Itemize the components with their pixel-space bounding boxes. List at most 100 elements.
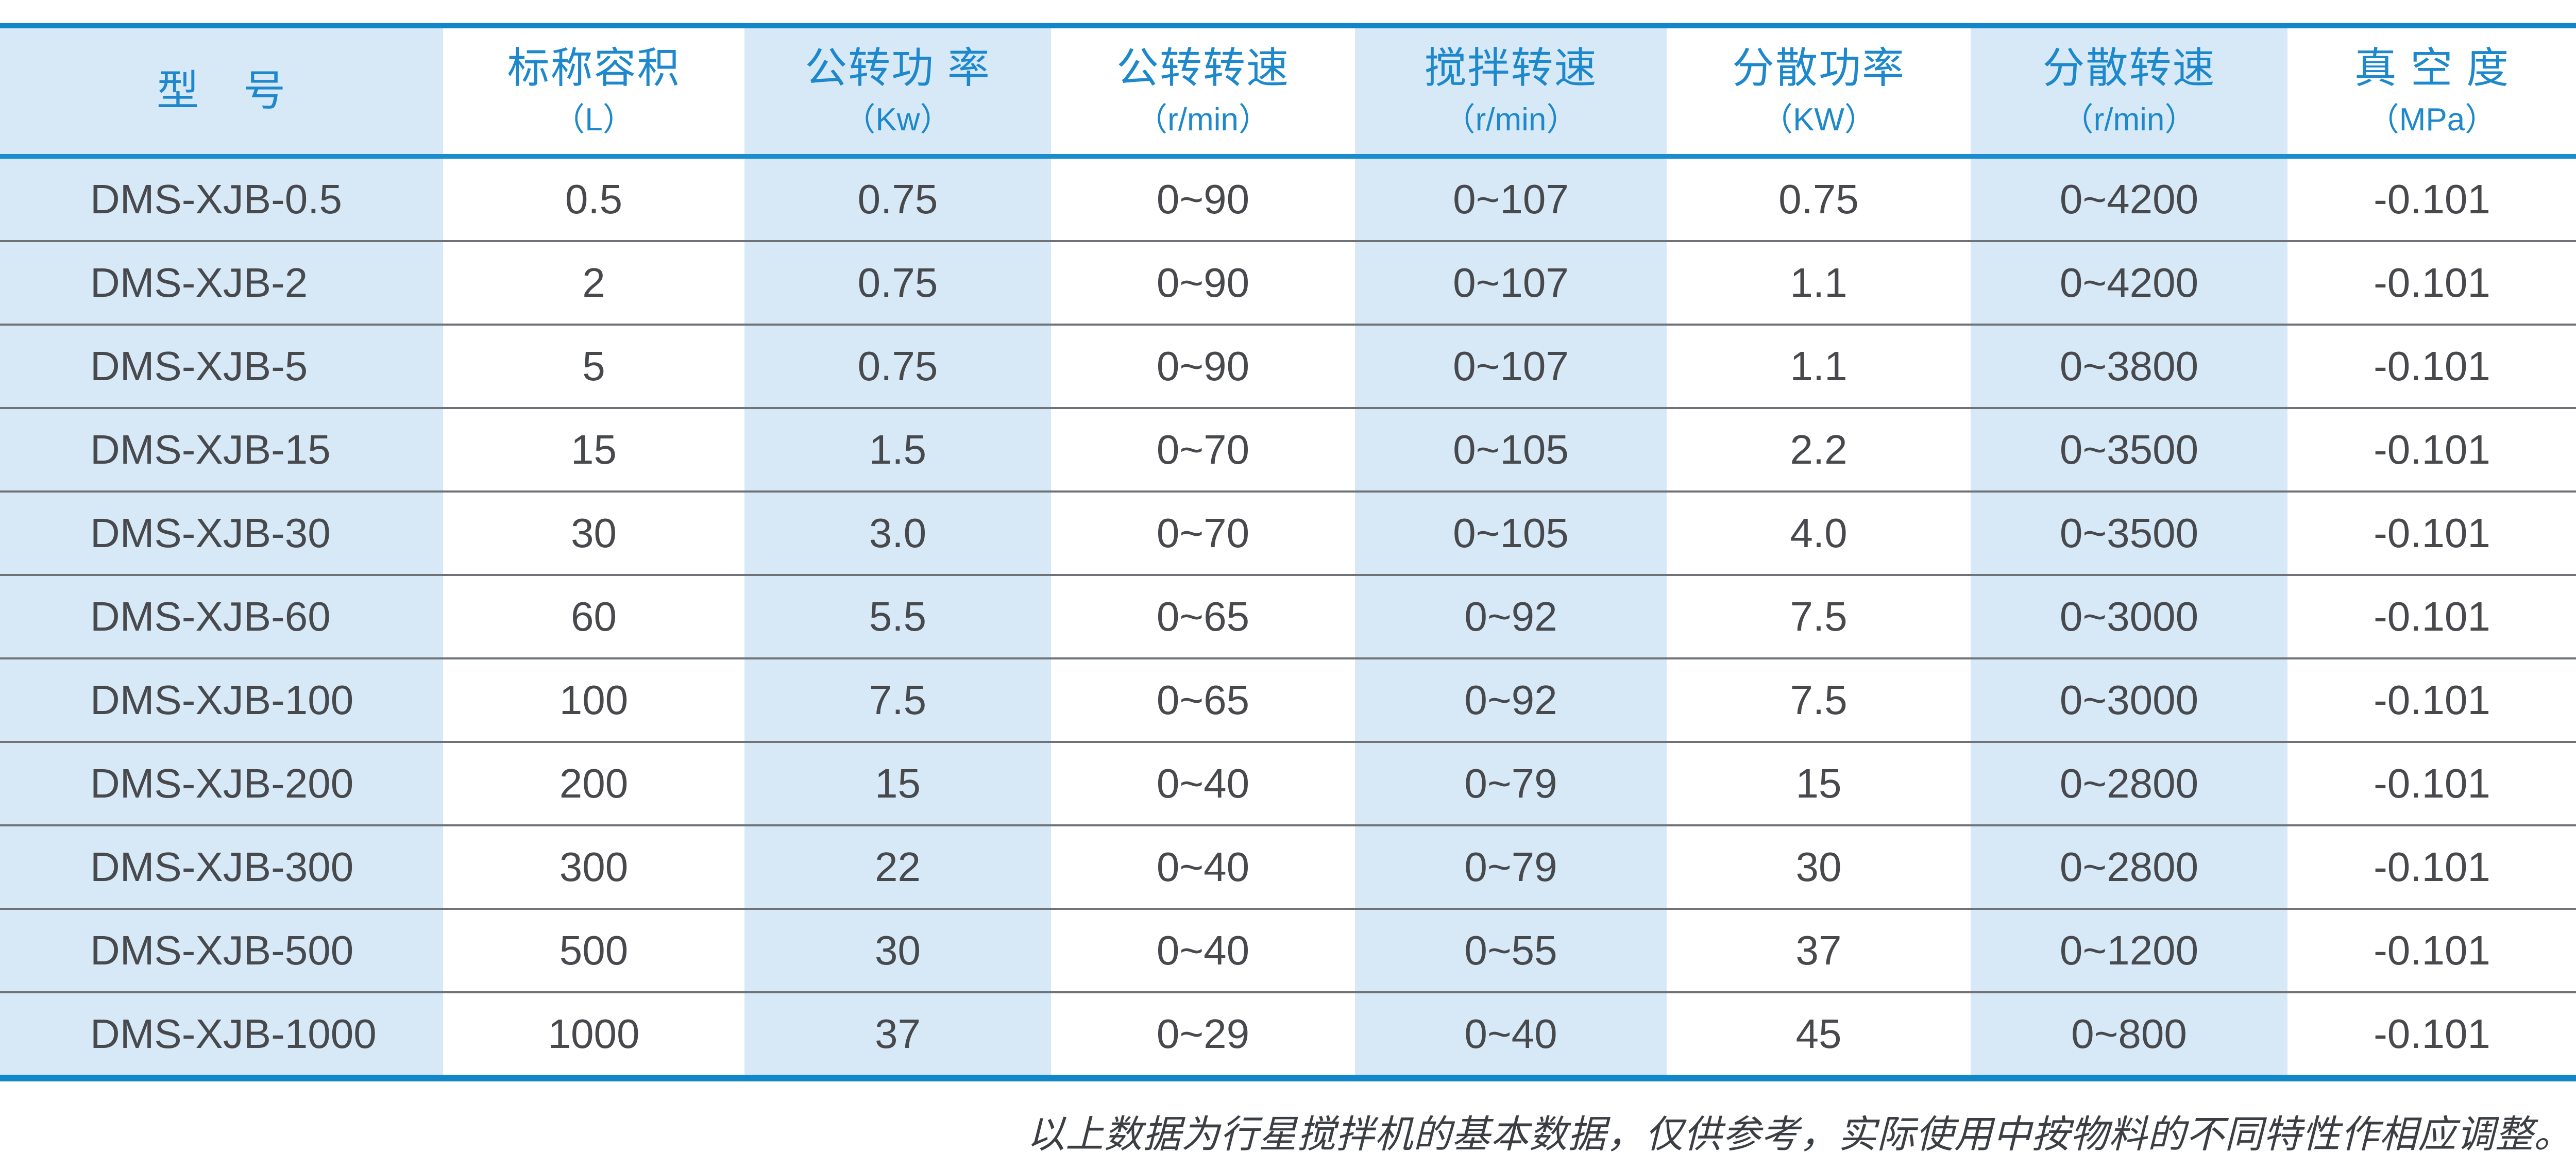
- column-header-label: 公转功 率: [805, 44, 991, 92]
- value-cell: 0~1200: [1971, 908, 2287, 991]
- column-header-label: 标称容积: [507, 44, 681, 92]
- column-header-label: 分散转速: [2042, 44, 2216, 92]
- model-cell: DMS-XJB-1000: [0, 991, 443, 1075]
- value-cell: 0~90: [1051, 159, 1355, 240]
- value-cell: 0.75: [744, 240, 1051, 324]
- value-cell: -0.101: [2287, 490, 2576, 574]
- spec-table-body: DMS-XJB-0.5 0.5 0.75 0~90 0~107 0.75 0~4200 -0.…: [0, 159, 2576, 1075]
- value-cell: 0~70: [1051, 490, 1355, 574]
- column-header-unit: （r/min）: [1443, 101, 1579, 138]
- column-header-label: 公转转速: [1116, 44, 1290, 92]
- value-cell: 30: [1667, 824, 1971, 908]
- value-cell: -0.101: [2287, 657, 2576, 741]
- table-row-DMS-XJB-200: DMS-XJB-200 200 15 0~40 0~79 15 0~2800 -0.101: [0, 741, 2576, 824]
- value-cell: 500: [443, 908, 744, 991]
- value-cell: -0.101: [2287, 574, 2576, 657]
- column-header-4: 搅拌转速 （r/min）: [1355, 28, 1667, 159]
- value-cell: 0~65: [1051, 574, 1355, 657]
- model-cell: DMS-XJB-5: [0, 324, 443, 407]
- model-cell: DMS-XJB-15: [0, 407, 443, 490]
- value-cell: 0.75: [1667, 159, 1971, 240]
- value-cell: 1000: [443, 991, 744, 1075]
- value-cell: 200: [443, 741, 744, 824]
- value-cell: 0~105: [1355, 407, 1667, 490]
- value-cell: 0.75: [744, 324, 1051, 407]
- value-cell: 0~40: [1051, 824, 1355, 908]
- model-cell: DMS-XJB-300: [0, 824, 443, 908]
- value-cell: 15: [744, 741, 1051, 824]
- column-header-label: 搅拌转速: [1424, 44, 1598, 92]
- table-row-DMS-XJB-15: DMS-XJB-15 15 1.5 0~70 0~105 2.2 0~3500 -0.101: [0, 407, 2576, 490]
- column-header-unit: （Kw）: [843, 101, 952, 138]
- column-header-2: 公转功 率 （Kw）: [744, 28, 1051, 159]
- table-row-DMS-XJB-30: DMS-XJB-30 30 3.0 0~70 0~105 4.0 0~3500 -0.101: [0, 490, 2576, 574]
- value-cell: 0~79: [1355, 824, 1667, 908]
- table-row-DMS-XJB-500: DMS-XJB-500 500 30 0~40 0~55 37 0~1200 -0.101: [0, 908, 2576, 991]
- value-cell: -0.101: [2287, 159, 2576, 240]
- model-cell: DMS-XJB-200: [0, 741, 443, 824]
- column-header-5: 分散功率 （KW）: [1667, 28, 1971, 159]
- value-cell: 0~40: [1051, 908, 1355, 991]
- value-cell: 0~4200: [1971, 240, 2287, 324]
- value-cell: 0~65: [1051, 657, 1355, 741]
- value-cell: 0~800: [1971, 991, 2287, 1075]
- value-cell: 5.5: [744, 574, 1051, 657]
- column-header-label: 型 号: [156, 67, 286, 115]
- column-header-6: 分散转速 （r/min）: [1971, 28, 2287, 159]
- value-cell: 37: [1667, 908, 1971, 991]
- value-cell: 2: [443, 240, 744, 324]
- column-header-unit: （MPa）: [2367, 101, 2497, 138]
- value-cell: 0~90: [1051, 240, 1355, 324]
- value-cell: 0~107: [1355, 159, 1667, 240]
- value-cell: 0~3500: [1971, 407, 2287, 490]
- table-row-DMS-XJB-2: DMS-XJB-2 2 0.75 0~90 0~107 1.1 0~4200 -0.101: [0, 240, 2576, 324]
- value-cell: 0~90: [1051, 324, 1355, 407]
- header-row: 型 号 标称容积 （L） 公转功 率 （Kw） 公转转速 （r/min） 搅拌转速 （r/min…: [0, 28, 2576, 159]
- table-row-DMS-XJB-100: DMS-XJB-100 100 7.5 0~65 0~92 7.5 0~3000 -0.101: [0, 657, 2576, 741]
- value-cell: -0.101: [2287, 240, 2576, 324]
- value-cell: 0.75: [744, 159, 1051, 240]
- column-header-label: 真 空 度: [2354, 44, 2510, 92]
- value-cell: 1.1: [1667, 324, 1971, 407]
- value-cell: 0~2800: [1971, 741, 2287, 824]
- value-cell: 300: [443, 824, 744, 908]
- value-cell: 0~40: [1355, 991, 1667, 1075]
- value-cell: 15: [1667, 741, 1971, 824]
- model-cell: DMS-XJB-0.5: [0, 159, 443, 240]
- value-cell: 0~107: [1355, 324, 1667, 407]
- table-row-DMS-XJB-1000: DMS-XJB-1000 1000 37 0~29 0~40 45 0~800 -0.101: [0, 991, 2576, 1075]
- value-cell: 0~2800: [1971, 824, 2287, 908]
- value-cell: 4.0: [1667, 490, 1971, 574]
- value-cell: 30: [744, 908, 1051, 991]
- table-row-DMS-XJB-60: DMS-XJB-60 60 5.5 0~65 0~92 7.5 0~3000 -0.101: [0, 574, 2576, 657]
- value-cell: -0.101: [2287, 824, 2576, 908]
- column-header-unit: （r/min）: [1136, 101, 1270, 138]
- column-header-3: 公转转速 （r/min）: [1051, 28, 1355, 159]
- value-cell: -0.101: [2287, 908, 2576, 991]
- value-cell: 0~3000: [1971, 574, 2287, 657]
- model-cell: DMS-XJB-100: [0, 657, 443, 741]
- column-header-unit: （KW）: [1761, 101, 1876, 138]
- value-cell: 1.1: [1667, 240, 1971, 324]
- column-header-0: 型 号: [0, 28, 443, 159]
- model-cell: DMS-XJB-60: [0, 574, 443, 657]
- value-cell: 0~92: [1355, 657, 1667, 741]
- value-cell: 2.2: [1667, 407, 1971, 490]
- model-cell: DMS-XJB-30: [0, 490, 443, 574]
- value-cell: 0~3500: [1971, 490, 2287, 574]
- value-cell: 0~70: [1051, 407, 1355, 490]
- value-cell: 0~105: [1355, 490, 1667, 574]
- value-cell: 0~40: [1051, 741, 1355, 824]
- value-cell: 0~3800: [1971, 324, 2287, 407]
- value-cell: 7.5: [1667, 657, 1971, 741]
- value-cell: -0.101: [2287, 407, 2576, 490]
- column-header-1: 标称容积 （L）: [443, 28, 744, 159]
- value-cell: 0~79: [1355, 741, 1667, 824]
- value-cell: 3.0: [744, 490, 1051, 574]
- column-header-label: 分散功率: [1732, 44, 1905, 92]
- value-cell: 100: [443, 657, 744, 741]
- table-row-DMS-XJB-0.5: DMS-XJB-0.5 0.5 0.75 0~90 0~107 0.75 0~4200 -0.…: [0, 159, 2576, 240]
- column-header-unit: （r/min）: [2061, 101, 2197, 138]
- value-cell: 30: [443, 490, 744, 574]
